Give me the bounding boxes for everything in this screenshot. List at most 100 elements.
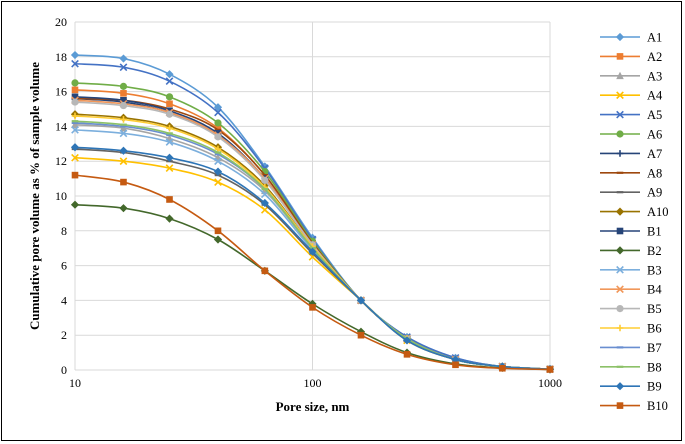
- x-tick-label: 1000: [538, 376, 562, 390]
- y-tick-label: 20: [55, 15, 67, 29]
- data-point: [70, 50, 80, 60]
- data-point: [214, 119, 222, 127]
- data-point: [261, 187, 269, 191]
- legend-item: B5: [600, 302, 662, 316]
- data-point: [214, 227, 222, 235]
- data-point: [213, 167, 223, 176]
- legend-item: A5: [600, 108, 662, 122]
- data-point: [165, 93, 174, 101]
- data-point: [616, 285, 624, 294]
- y-tick-label: 0: [61, 363, 67, 377]
- legend-item: A10: [600, 205, 669, 219]
- data-point: [166, 124, 173, 132]
- data-point: [616, 91, 624, 100]
- x-tick-label: 10: [69, 376, 81, 390]
- data-point: [616, 53, 624, 60]
- data-point: [214, 128, 222, 131]
- data-point: [260, 198, 269, 208]
- data-point: [120, 116, 127, 123]
- data-point: [70, 200, 80, 209]
- data-point: [213, 235, 223, 244]
- data-point: [214, 157, 222, 166]
- y-tick-label: 14: [55, 119, 67, 133]
- legend-item: A9: [600, 186, 662, 200]
- data-point: [615, 32, 625, 42]
- data-point: [402, 336, 412, 345]
- data-point: [71, 120, 79, 123]
- legend-item: B9: [600, 380, 662, 394]
- data-point: [214, 133, 222, 141]
- data-point: [71, 79, 79, 87]
- data-point: [71, 120, 79, 128]
- data-point: [120, 97, 127, 104]
- legend-item: A2: [600, 50, 662, 64]
- data-point: [499, 364, 506, 372]
- legend-label: A5: [647, 108, 662, 122]
- data-point: [165, 110, 174, 118]
- data-point: [214, 153, 222, 156]
- legend-label: B8: [647, 360, 662, 374]
- data-point: [616, 130, 624, 138]
- x-axis-title: Pore size, nm: [276, 399, 350, 414]
- legend: A1 A2 A3 A4 A5 A6 A7 A8 A9 A10 B1 B2 B3 B4 B5 B6 B7 B8 B9 B…: [600, 31, 669, 413]
- data-point: [166, 196, 173, 203]
- legend-item: B6: [600, 322, 662, 336]
- x-tick-label: 100: [304, 376, 322, 390]
- data-point: [71, 171, 79, 179]
- legend-label: A9: [647, 186, 662, 200]
- data-point: [119, 54, 128, 63]
- data-point: [71, 126, 79, 134]
- data-point: [165, 164, 174, 173]
- data-point: [261, 267, 269, 275]
- data-point: [616, 305, 624, 313]
- data-point: [120, 178, 127, 186]
- y-tick-label: 10: [55, 189, 67, 203]
- data-point: [616, 191, 624, 194]
- data-point: [616, 402, 624, 409]
- legend-label: B2: [647, 244, 662, 258]
- y-tick-label: 6: [61, 259, 67, 273]
- data-point: [214, 178, 222, 186]
- legend-label: A3: [647, 69, 662, 83]
- data-point: [546, 366, 554, 373]
- data-point: [214, 151, 222, 154]
- legend-label: B3: [647, 263, 662, 277]
- data-point: [119, 101, 128, 110]
- legend-label: A4: [647, 89, 663, 103]
- y-tick-label: 4: [61, 293, 67, 307]
- data-point: [166, 100, 173, 108]
- data-point: [616, 324, 624, 332]
- data-point: [71, 98, 79, 106]
- data-point: [260, 206, 269, 214]
- legend-item: B8: [600, 360, 662, 374]
- y-tick-label: 8: [61, 224, 67, 238]
- data-point: [119, 146, 128, 155]
- data-point: [616, 71, 624, 80]
- legend-item: B1: [600, 225, 662, 239]
- data-point: [165, 70, 174, 79]
- data-point: [309, 304, 316, 311]
- legend-label: A10: [647, 205, 669, 219]
- legend-item: A8: [600, 166, 662, 180]
- data-point: [357, 331, 365, 339]
- grid-lines: [74, 21, 551, 371]
- data-point: [119, 157, 128, 166]
- data-point: [70, 143, 80, 152]
- legend-item: B4: [600, 283, 662, 297]
- data-point: [119, 129, 128, 138]
- legend-label: B9: [647, 380, 662, 394]
- data-point: [261, 174, 269, 177]
- data-point: [120, 125, 127, 128]
- legend-item: B7: [600, 341, 662, 355]
- series-lines: [70, 50, 555, 374]
- legend-label: A2: [647, 50, 662, 64]
- legend-label: B7: [647, 341, 662, 355]
- data-point: [166, 134, 173, 137]
- data-point: [214, 124, 222, 132]
- y-tick-label: 16: [55, 85, 67, 99]
- data-point: [119, 82, 128, 90]
- data-point: [71, 93, 79, 101]
- data-point: [616, 265, 624, 274]
